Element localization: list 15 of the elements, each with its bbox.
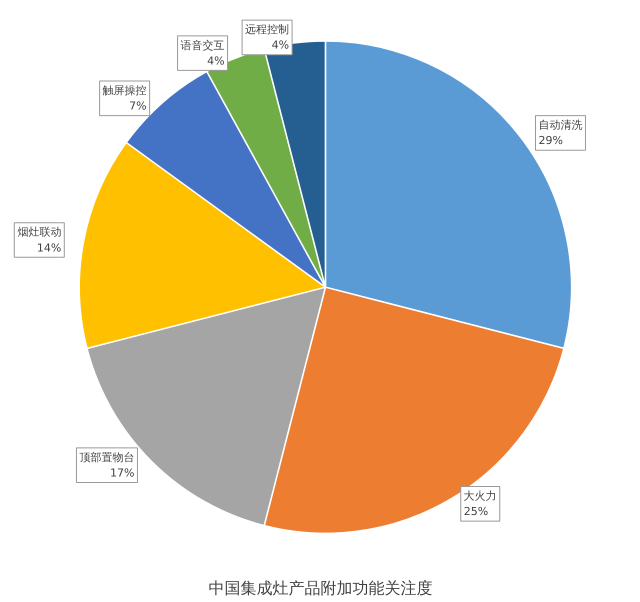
data-label: 29% — [538, 134, 563, 148]
slice-label: 触屏操控 — [102, 84, 147, 98]
slice-label: 语音交互 — [180, 38, 225, 52]
slice-label: 烟灶联动 — [17, 226, 62, 239]
data-label: 4% — [272, 38, 290, 52]
data-label: 4% — [207, 54, 225, 68]
slice-label: 顶部置物台 — [79, 450, 134, 464]
text: 中国集成灶产品附加功能关注度 — [208, 578, 432, 598]
slice-label: 远程控制 — [245, 23, 290, 36]
slice-label: 大火力 — [464, 490, 497, 503]
data-label: 14% — [36, 241, 62, 254]
data-label: 25% — [464, 505, 488, 518]
data-label: 17% — [110, 466, 134, 480]
slice-label: 自动清洗 — [538, 118, 582, 132]
data-label: 7% — [129, 100, 147, 113]
